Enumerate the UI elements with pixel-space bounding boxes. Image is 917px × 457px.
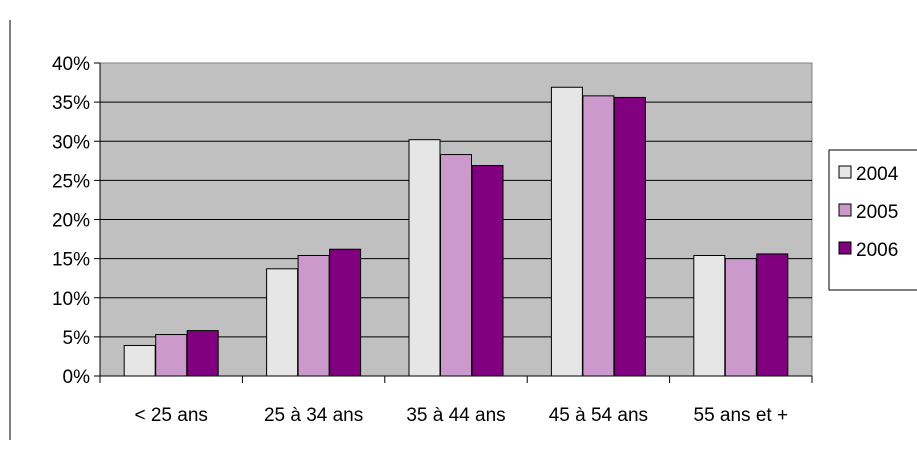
- legend-label: 2006: [856, 240, 898, 261]
- x-category-label: 35 à 44 ans: [406, 405, 505, 426]
- y-tick-label: 30%: [52, 132, 90, 153]
- x-category-label: 55 ans et +: [694, 405, 789, 426]
- y-tick-label: 5%: [63, 328, 91, 349]
- bar-2006-4: [756, 253, 789, 377]
- bar-2005-4: [724, 258, 757, 377]
- bar-2005-2: [440, 154, 472, 377]
- legend-label: 2005: [856, 202, 898, 223]
- bar-2004-0: [123, 344, 156, 377]
- bar-2005-0: [155, 334, 188, 377]
- bar-2005-1: [297, 254, 330, 377]
- bar-2004-3: [550, 86, 583, 377]
- legend-swatch-2006: [838, 241, 852, 255]
- y-tick-label: 25%: [52, 171, 90, 192]
- legend: 2004 2005 2006: [828, 149, 917, 291]
- y-tick-label: 35%: [52, 93, 90, 114]
- bar-2006-1: [329, 248, 362, 377]
- bar-2004-1: [266, 268, 299, 377]
- bar-2006-3: [613, 96, 646, 377]
- x-category-label: 45 à 54 ans: [549, 405, 648, 426]
- y-tick-label: 15%: [52, 250, 90, 271]
- bar-2006-2: [471, 165, 504, 377]
- x-category-label: 25 à 34 ans: [264, 405, 363, 426]
- plot-area: 0% 5% 10% 15% 20% 25% 30% 35% 40% < 25 ans 25 à 34…: [52, 54, 813, 426]
- bar-2005-3: [582, 95, 615, 377]
- y-tick-label: 10%: [52, 289, 90, 310]
- bar-2004-2: [408, 139, 441, 377]
- bar-2004-4: [693, 254, 726, 377]
- legend-label: 2004: [856, 164, 899, 185]
- y-tick-label: 20%: [52, 211, 90, 232]
- y-tick-label: 40%: [52, 54, 90, 75]
- x-category-label: < 25 ans: [134, 405, 207, 426]
- y-tick-label: 0%: [63, 367, 91, 388]
- bar-2006-0: [186, 330, 219, 377]
- legend-swatch-2004: [838, 165, 852, 179]
- legend-swatch-2005: [838, 203, 852, 217]
